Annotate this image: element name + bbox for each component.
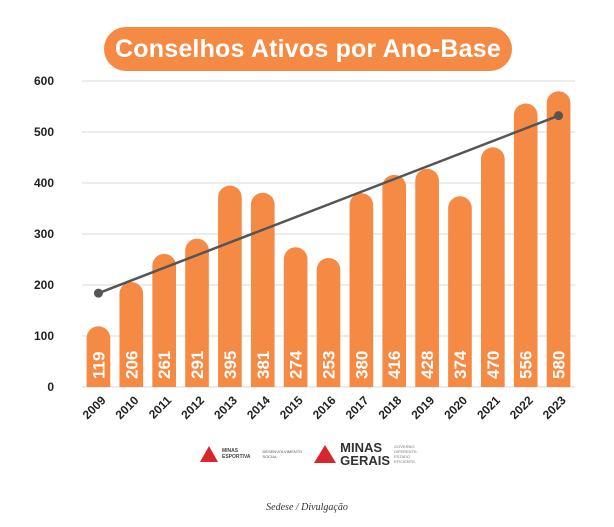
x-tick-label: 2022 (507, 393, 536, 422)
x-tick-label: 2018 (376, 393, 405, 422)
logo-strip: MINAS ESPORTIVA DESENVOLVIMENTO SOCIAL M… (200, 436, 430, 472)
bar (283, 247, 308, 387)
bar-value-label: 253 (320, 351, 339, 379)
x-tick-label: 2010 (113, 393, 142, 422)
bar-value-label: 381 (254, 351, 273, 379)
x-tick-label: 2015 (277, 393, 306, 422)
trend-end-point (554, 111, 564, 121)
bar (513, 103, 538, 387)
bar (250, 192, 275, 387)
x-tick-label: 2014 (244, 393, 273, 422)
bar (185, 238, 209, 387)
image-caption: Sedese / Divulgação (266, 502, 348, 513)
logo-text: MINAS (222, 448, 239, 454)
logo-text: ESTADO (394, 454, 411, 459)
bar-value-label: 291 (188, 351, 207, 379)
bar-value-label: 380 (352, 351, 371, 379)
chart-title: Conselhos Ativos por Ano-Base (115, 34, 501, 63)
bar-value-label: 274 (287, 350, 306, 379)
logo-text: MINAS (340, 440, 383, 455)
logo-text: EFICIENTE. (394, 459, 417, 464)
bar-value-label: 580 (550, 351, 569, 379)
bar-value-label: 395 (221, 351, 240, 379)
bar-value-label: 206 (122, 351, 141, 379)
x-tick-label: 2021 (474, 393, 503, 422)
bar-value-label: 374 (451, 350, 470, 379)
logo-text: GERAIS (340, 453, 391, 468)
minas-esportiva-logo: MINAS ESPORTIVA (200, 446, 251, 462)
minas-gerais-icon (314, 445, 337, 463)
bar-value-label: 428 (418, 351, 437, 379)
y-tick-label: 500 (34, 125, 54, 139)
bar (546, 91, 571, 387)
bar-value-label: 556 (517, 351, 536, 379)
bar (349, 193, 374, 387)
y-tick-label: 100 (34, 329, 54, 343)
y-tick-label: 0 (47, 380, 54, 394)
y-tick-label: 400 (34, 176, 54, 190)
logo-text: DESENVOLVIMENTO (262, 449, 303, 454)
bar (448, 196, 472, 387)
y-tick-label: 200 (34, 278, 54, 292)
x-tick-label: 2017 (343, 393, 372, 422)
x-tick-label: 2020 (441, 393, 470, 422)
bar (218, 185, 242, 387)
bar (415, 168, 439, 387)
bar-value-label: 470 (484, 351, 503, 379)
x-tick-label: 2019 (408, 393, 437, 422)
chart-title-pill: Conselhos Ativos por Ano-Base (104, 27, 512, 71)
bar (152, 253, 176, 387)
bar (316, 257, 341, 387)
y-tick-label: 300 (34, 227, 54, 241)
trend-line (97, 114, 560, 295)
minas-esportiva-icon (200, 446, 218, 462)
logo-text: DIFERENTE. (394, 449, 418, 454)
logo-text: GOVERNO (394, 444, 415, 449)
bar-value-label: 416 (385, 351, 404, 379)
minas-gerais-logo: MINAS GERAIS GOVERNO DIFERENTE. ESTADO E… (314, 441, 418, 467)
logo-text: ESPORTIVA (222, 454, 251, 460)
bar (119, 281, 144, 387)
x-tick-label: 2009 (80, 393, 109, 422)
y-tick-label: 600 (34, 74, 54, 88)
bar-value-label: 261 (155, 351, 174, 379)
bar (382, 174, 407, 387)
x-tick-label: 2013 (211, 393, 240, 422)
logo-text: SOCIAL (262, 454, 278, 459)
bar (481, 147, 505, 387)
x-tick-label: 2023 (540, 393, 569, 422)
x-tick-label: 2012 (178, 393, 207, 422)
desenvolvimento-social-label: DESENVOLVIMENTO SOCIAL (263, 449, 303, 459)
x-tick-label: 2016 (310, 393, 339, 422)
x-tick-label: 2011 (146, 393, 175, 422)
trend-start-point (93, 288, 103, 298)
bar-value-label: 119 (89, 352, 108, 379)
bar (86, 326, 111, 387)
